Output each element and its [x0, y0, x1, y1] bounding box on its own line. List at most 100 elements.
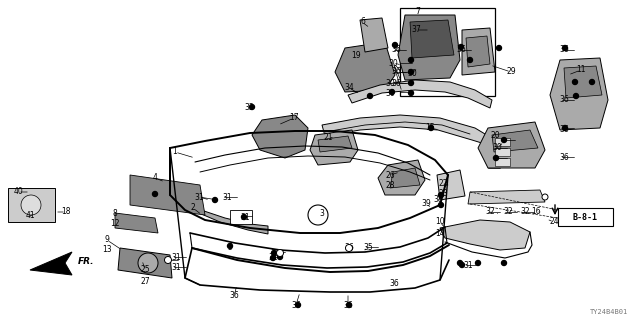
Text: 36: 36: [391, 68, 401, 76]
Text: 31: 31: [268, 252, 278, 261]
Circle shape: [296, 302, 301, 308]
Text: 36: 36: [559, 45, 569, 54]
Text: 40: 40: [13, 188, 23, 196]
Text: B-8-1: B-8-1: [573, 212, 598, 221]
Text: 19: 19: [351, 51, 361, 60]
Circle shape: [408, 91, 413, 95]
Circle shape: [346, 302, 351, 308]
Circle shape: [542, 194, 548, 200]
Text: 23: 23: [438, 188, 448, 197]
Circle shape: [497, 45, 502, 51]
Text: 15: 15: [425, 124, 435, 132]
Circle shape: [429, 125, 433, 131]
Text: 30: 30: [385, 78, 395, 87]
Polygon shape: [130, 175, 205, 215]
Circle shape: [346, 244, 353, 252]
Text: 36: 36: [559, 95, 569, 105]
Text: 2: 2: [191, 204, 195, 212]
Polygon shape: [360, 18, 388, 52]
Polygon shape: [495, 138, 510, 146]
Polygon shape: [478, 122, 545, 168]
Circle shape: [476, 260, 481, 266]
Text: 35: 35: [270, 249, 280, 258]
Text: 31: 31: [194, 193, 204, 202]
Text: 20: 20: [490, 131, 500, 140]
Circle shape: [502, 138, 506, 142]
Circle shape: [271, 251, 276, 255]
Circle shape: [271, 255, 275, 260]
Text: 36: 36: [559, 153, 569, 162]
Polygon shape: [398, 15, 460, 80]
Polygon shape: [410, 20, 454, 58]
Bar: [558, 208, 613, 226]
Text: 31: 31: [240, 212, 250, 221]
Circle shape: [276, 250, 284, 257]
Text: 31: 31: [463, 260, 473, 269]
Text: 41: 41: [25, 212, 35, 220]
Polygon shape: [466, 36, 490, 67]
Circle shape: [563, 125, 568, 131]
Text: 36: 36: [229, 292, 239, 300]
Text: 30: 30: [388, 59, 398, 68]
Text: 24: 24: [549, 218, 559, 227]
Bar: [400, 8, 495, 96]
Text: 7: 7: [415, 7, 420, 17]
Text: 36: 36: [343, 300, 353, 309]
Polygon shape: [322, 115, 498, 148]
Circle shape: [438, 203, 444, 207]
Circle shape: [493, 156, 499, 161]
Text: 14: 14: [435, 228, 445, 237]
Text: 36: 36: [389, 278, 399, 287]
Text: 21: 21: [323, 132, 333, 141]
Polygon shape: [492, 130, 538, 152]
Circle shape: [227, 244, 232, 249]
Circle shape: [438, 193, 444, 197]
Text: 18: 18: [61, 207, 71, 217]
Circle shape: [458, 44, 463, 50]
Text: 16: 16: [531, 207, 541, 217]
Text: 1: 1: [173, 148, 177, 156]
Circle shape: [152, 191, 157, 196]
Text: FR.: FR.: [78, 258, 95, 267]
Circle shape: [573, 93, 579, 99]
Circle shape: [390, 90, 394, 94]
Polygon shape: [462, 28, 495, 75]
Circle shape: [278, 254, 282, 260]
Polygon shape: [8, 188, 55, 222]
Polygon shape: [30, 252, 72, 275]
Text: 32: 32: [520, 207, 530, 217]
Text: 36: 36: [344, 243, 354, 252]
Polygon shape: [390, 168, 420, 188]
Circle shape: [573, 79, 577, 84]
Text: 36: 36: [559, 125, 569, 134]
Circle shape: [408, 69, 413, 75]
Text: 6: 6: [360, 18, 365, 27]
Text: 30: 30: [492, 143, 502, 153]
Text: 32: 32: [485, 207, 495, 217]
Text: TY24B4B01: TY24B4B01: [589, 309, 628, 315]
Text: 36: 36: [456, 45, 466, 54]
Text: 32: 32: [503, 207, 513, 217]
Polygon shape: [115, 213, 158, 233]
Polygon shape: [440, 220, 530, 250]
Text: 22: 22: [438, 179, 448, 188]
Text: 9: 9: [104, 236, 109, 244]
Polygon shape: [550, 58, 608, 130]
Polygon shape: [495, 148, 510, 156]
Circle shape: [348, 245, 353, 251]
Circle shape: [250, 105, 255, 109]
Polygon shape: [378, 160, 425, 195]
Text: 34: 34: [344, 84, 354, 92]
Text: 30: 30: [385, 89, 395, 98]
Text: 37: 37: [411, 26, 421, 35]
Polygon shape: [252, 115, 308, 158]
Text: 36: 36: [291, 300, 301, 309]
Circle shape: [502, 260, 506, 266]
Circle shape: [408, 81, 413, 85]
Text: 27: 27: [140, 277, 150, 286]
Polygon shape: [118, 248, 172, 278]
Polygon shape: [564, 66, 602, 98]
Text: 5: 5: [228, 243, 232, 252]
Text: 29: 29: [506, 68, 516, 76]
Text: 4: 4: [152, 173, 157, 182]
